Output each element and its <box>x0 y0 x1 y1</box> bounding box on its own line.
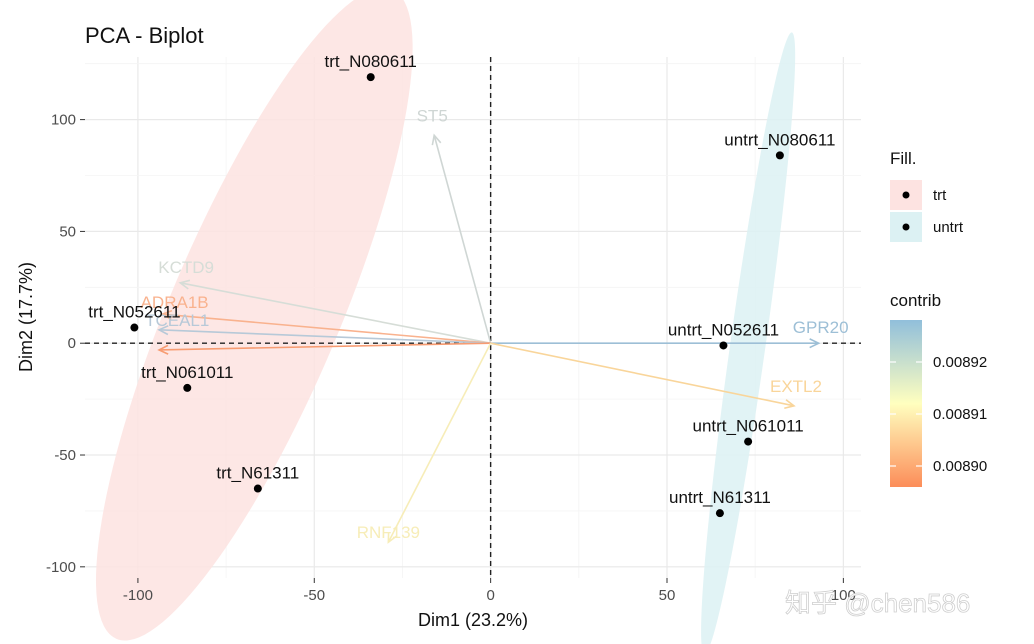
point-trt_N052611 <box>130 323 139 332</box>
variable-label-TCEAL1: TCEAL1 <box>145 311 209 330</box>
variable-label-KCTD9: KCTD9 <box>158 258 214 277</box>
y-tick-label: 50 <box>59 223 76 240</box>
point-trt_N080611 <box>366 73 375 82</box>
arrowhead-ST5 <box>431 133 442 146</box>
legend-key-dot-trt <box>902 191 910 199</box>
point-label-untrt_N080611: untrt_N080611 <box>724 130 835 149</box>
point-label-trt_N061011: trt_N061011 <box>141 363 233 382</box>
point-untrt_N052611 <box>719 341 728 350</box>
arrowhead-ADRA1B <box>160 309 173 320</box>
legend-label-untrt: untrt <box>933 219 964 236</box>
contrib-legend-title: contrib <box>890 291 941 310</box>
arrow-ADRA1B <box>162 313 491 345</box>
fill-legend: Fill. trt untrt <box>890 149 964 242</box>
point-untrt_N080611 <box>775 151 784 160</box>
colorbar-tick-label: 0.00892 <box>933 354 987 371</box>
point-label-untrt_N61311: untrt_N61311 <box>669 488 771 507</box>
point-label-trt_N080611: trt_N080611 <box>325 52 417 71</box>
colorbar-tick-label: 0.00890 <box>933 458 987 475</box>
point-untrt_N061011 <box>744 437 753 446</box>
contrib-legend: contrib 0.00892 0.00891 0.00890 <box>890 291 987 487</box>
sample-points: trt_N080611 trt_N052611 trt_N061011 trt_N61… <box>88 52 835 518</box>
variable-label-RNF139: RNF139 <box>357 523 420 542</box>
axes: -100 -50 0 50 100 -100 -50 0 50 100 <box>46 112 856 604</box>
arrowhead-KCTD9 <box>178 279 191 290</box>
arrowhead-EXTL2 <box>784 399 796 410</box>
x-axis-title: Dim1 (23.2%) <box>418 610 528 630</box>
ellipse-trt <box>95 0 413 641</box>
point-trt_N061011 <box>183 383 192 392</box>
chart-title: PCA - Biplot <box>85 23 204 48</box>
arrow-KCTD9 <box>180 282 491 344</box>
x-tick-label: 50 <box>659 587 676 604</box>
contrib-colorbar <box>890 320 922 487</box>
arrow-EXTL2 <box>490 342 795 407</box>
variable-label-EXTL2: EXTL2 <box>770 377 822 396</box>
colorbar-tick-label: 0.00891 <box>933 406 987 423</box>
x-tick-label: 100 <box>831 587 856 604</box>
point-untrt_N61311 <box>715 509 724 518</box>
point-label-trt_N61311: trt_N61311 <box>216 464 299 483</box>
x-tick-label: -50 <box>303 587 325 604</box>
point-label-untrt_N052611: untrt_N052611 <box>668 320 779 339</box>
watermark-text: 知乎 @chen586 <box>785 588 970 618</box>
arrow-RNF139 <box>387 342 492 543</box>
point-label-untrt_N061011: untrt_N061011 <box>693 417 804 436</box>
variable-label-ADRA1B: ADRA1B <box>141 293 209 312</box>
arrowhead-GPR20 <box>809 338 821 349</box>
y-axis-title: Dim2 (17.7%) <box>16 262 36 372</box>
point-label-trt_N052611: trt_N052611 <box>88 303 180 322</box>
arrowhead-unnamed-4 <box>157 344 169 355</box>
arrow-unnamed-4 <box>159 342 491 351</box>
x-tick-label: -100 <box>123 587 153 604</box>
y-tick-label: 100 <box>51 112 76 129</box>
legend-label-trt: trt <box>933 187 947 204</box>
arrowhead-RNF139 <box>387 532 397 544</box>
y-tick-label: -50 <box>54 447 76 464</box>
variable-label-ST5: ST5 <box>417 106 448 125</box>
arrow-ST5 <box>433 135 492 344</box>
legend-key-dot-untrt <box>902 223 910 231</box>
fill-legend-title: Fill. <box>890 149 916 168</box>
y-tick-label: -100 <box>46 559 76 576</box>
variable-label-GPR20: GPR20 <box>793 318 849 337</box>
point-trt_N61311 <box>253 484 262 493</box>
arrowhead-TCEAL1 <box>157 325 169 336</box>
y-tick-label: 0 <box>68 335 76 352</box>
x-tick-label: 0 <box>486 587 494 604</box>
arrow-TCEAL1 <box>159 328 491 345</box>
